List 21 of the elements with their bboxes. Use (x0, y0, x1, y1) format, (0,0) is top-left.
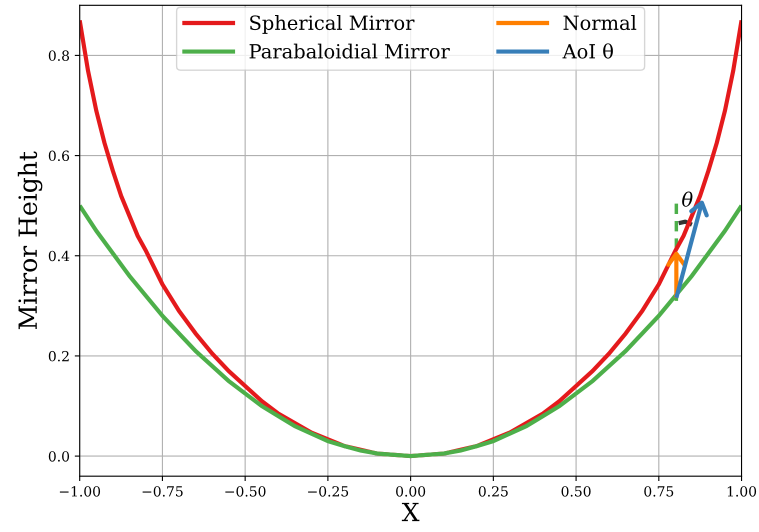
x-tick-label: 1.00 (728, 486, 756, 497)
y-tick-label: 0.0 (48, 451, 70, 462)
x-tick-label: −0.75 (142, 486, 183, 497)
x-tick-label: 0.25 (478, 486, 508, 497)
y-tick-label: 0.2 (48, 350, 69, 362)
x-tick-label: −0.25 (308, 486, 348, 497)
legend-label: AoI θ (562, 43, 613, 59)
x-tick-label: 0.50 (562, 486, 591, 497)
y-tick-label: 0.4 (48, 250, 70, 262)
legend-label: Parabaloidial Mirror (250, 44, 450, 59)
annotation: θ (682, 192, 692, 207)
y-tick-label: 0.8 (48, 50, 70, 61)
x-tick-label: 0.75 (644, 486, 674, 497)
legend-label: Spherical Mirror (250, 15, 414, 34)
x-tick-label: 0.00 (396, 486, 426, 497)
y-tick-label: 0.6 (48, 150, 70, 162)
x-axis-title: X (402, 502, 420, 522)
y-axis-title: Mirror Height (18, 151, 42, 330)
x-tick-label: −0.50 (225, 486, 266, 497)
legend-label: Normal (564, 15, 636, 30)
x-tick-label: −1.00 (60, 486, 100, 497)
